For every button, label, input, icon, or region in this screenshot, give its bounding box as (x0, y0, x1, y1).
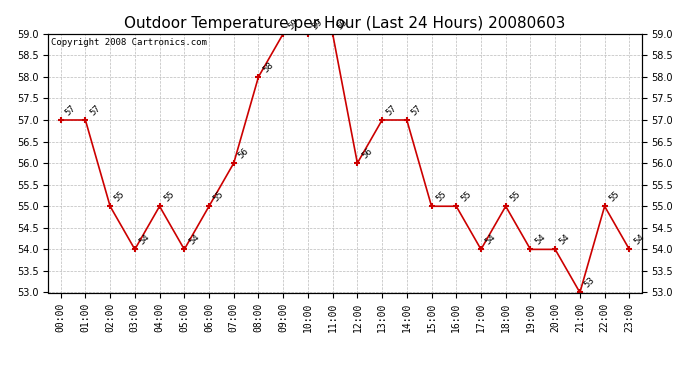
Text: 54: 54 (187, 232, 201, 247)
Text: 56: 56 (237, 146, 250, 160)
Text: 59: 59 (335, 17, 349, 31)
Text: 55: 55 (162, 189, 177, 204)
Text: 53: 53 (582, 276, 597, 290)
Text: 59: 59 (310, 17, 325, 31)
Text: 55: 55 (509, 189, 522, 204)
Text: 59: 59 (286, 17, 300, 31)
Text: 55: 55 (212, 189, 226, 204)
Text: 54: 54 (533, 232, 547, 247)
Text: 55: 55 (113, 189, 127, 204)
Text: 54: 54 (632, 232, 646, 247)
Text: 57: 57 (410, 103, 424, 117)
Text: 55: 55 (434, 189, 448, 204)
Text: 54: 54 (137, 232, 152, 247)
Text: 57: 57 (385, 103, 399, 117)
Text: 58: 58 (262, 60, 275, 74)
Text: 57: 57 (88, 103, 102, 117)
Text: 55: 55 (607, 189, 622, 204)
Text: 55: 55 (459, 189, 473, 204)
Text: 57: 57 (63, 103, 77, 117)
Title: Outdoor Temperature per Hour (Last 24 Hours) 20080603: Outdoor Temperature per Hour (Last 24 Ho… (124, 16, 566, 31)
Text: 56: 56 (360, 146, 374, 160)
Text: 54: 54 (558, 232, 572, 247)
Text: Copyright 2008 Cartronics.com: Copyright 2008 Cartronics.com (51, 38, 207, 46)
Text: 54: 54 (484, 232, 497, 247)
